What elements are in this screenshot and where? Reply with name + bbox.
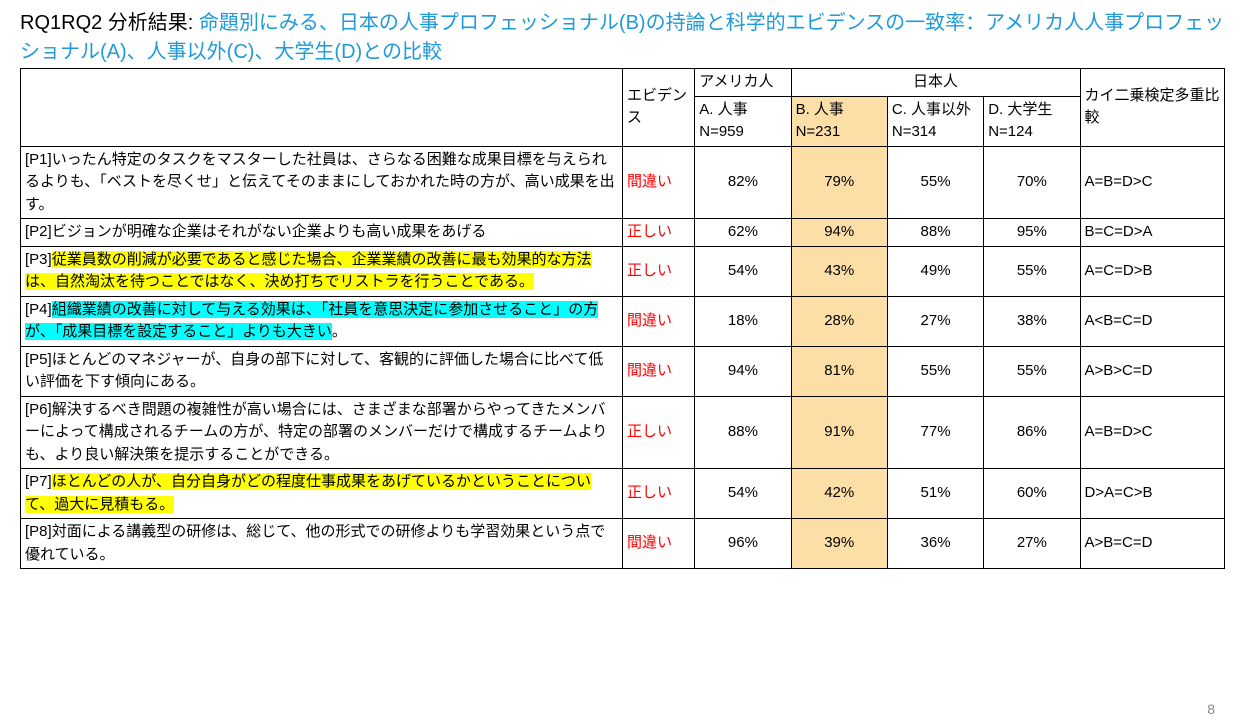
proposition-cell: [P2]ビジョンが明確な企業はそれがない企業よりも高い成果をあげる <box>21 219 623 247</box>
value-d: 86% <box>984 396 1080 469</box>
chi-cell: A=B=D>C <box>1080 396 1225 469</box>
value-d: 60% <box>984 469 1080 519</box>
proposition-id: [P1] <box>25 151 52 168</box>
value-b: 43% <box>791 246 887 296</box>
proposition-id: [P7] <box>25 473 52 490</box>
chi-cell: A=B=D>C <box>1080 146 1225 219</box>
header-col-b: B. 人事 N=231 <box>791 96 887 146</box>
proposition-text: ビジョンが明確な企業はそれがない企業よりも高い成果をあげる <box>52 223 487 240</box>
value-c: 77% <box>887 396 983 469</box>
value-b: 28% <box>791 296 887 346</box>
value-a: 62% <box>695 219 791 247</box>
header-japanese: 日本人 <box>791 69 1080 97</box>
value-d: 38% <box>984 296 1080 346</box>
value-c: 88% <box>887 219 983 247</box>
proposition-id: [P2] <box>25 223 52 240</box>
value-b: 81% <box>791 346 887 396</box>
proposition-id: [P3] <box>25 251 52 268</box>
value-b: 42% <box>791 469 887 519</box>
value-a: 96% <box>695 519 791 569</box>
chi-cell: D>A=C>B <box>1080 469 1225 519</box>
proposition-cell: [P1]いったん特定のタスクをマスターした社員は、さらなる困難な成果目標を与えら… <box>21 146 623 219</box>
value-d: 55% <box>984 246 1080 296</box>
proposition-text: 対面による講義型の研修は、総じて、他の形式での研修よりも学習効果という点で優れて… <box>25 523 605 563</box>
page-number: 8 <box>1207 701 1215 717</box>
table-row: [P8]対面による講義型の研修は、総じて、他の形式での研修よりも学習効果という点… <box>21 519 1225 569</box>
header-col-d: D. 大学生 N=124 <box>984 96 1080 146</box>
proposition-text: 組織業績の改善に対して与える効果は、「社員を意思決定に参加させること」の方が、「… <box>25 301 598 341</box>
header-col-a: A. 人事 N=959 <box>695 96 791 146</box>
value-a: 54% <box>695 246 791 296</box>
table-row: [P1]いったん特定のタスクをマスターした社員は、さらなる困難な成果目標を与えら… <box>21 146 1225 219</box>
evidence-cell: 間違い <box>623 146 695 219</box>
value-c: 55% <box>887 346 983 396</box>
title-main: 命題別にみる、日本の人事プロフェッショナル(B)の持論と科学的エビデンスの一致率… <box>20 12 1224 63</box>
chi-cell: A=C=D>B <box>1080 246 1225 296</box>
value-a: 88% <box>695 396 791 469</box>
table-row: [P2]ビジョンが明確な企業はそれがない企業よりも高い成果をあげる正しい62%9… <box>21 219 1225 247</box>
proposition-trailing: 。 <box>332 323 347 340</box>
header-col-c: C. 人事以外 N=314 <box>887 96 983 146</box>
value-c: 36% <box>887 519 983 569</box>
chi-cell: B=C=D>A <box>1080 219 1225 247</box>
table-body: [P1]いったん特定のタスクをマスターした社員は、さらなる困難な成果目標を与えら… <box>21 146 1225 569</box>
proposition-cell: [P7]ほとんどの人が、自分自身がどの程度仕事成果をあげているかということについ… <box>21 469 623 519</box>
value-a: 94% <box>695 346 791 396</box>
value-d: 70% <box>984 146 1080 219</box>
value-c: 27% <box>887 296 983 346</box>
evidence-cell: 正しい <box>623 469 695 519</box>
proposition-text: ほとんどのマネジャーが、自身の部下に対して、客観的に評価した場合に比べて低い評価… <box>25 351 603 391</box>
evidence-cell: 間違い <box>623 346 695 396</box>
evidence-cell: 間違い <box>623 296 695 346</box>
evidence-cell: 正しい <box>623 219 695 247</box>
value-a: 18% <box>695 296 791 346</box>
chi-cell: A>B>C=D <box>1080 346 1225 396</box>
table-row: [P6]解決するべき問題の複雑性が高い場合には、さまざまな部署からやってきたメン… <box>21 396 1225 469</box>
value-b: 79% <box>791 146 887 219</box>
value-d: 95% <box>984 219 1080 247</box>
value-d: 27% <box>984 519 1080 569</box>
value-c: 55% <box>887 146 983 219</box>
header-american: アメリカ人 <box>695 69 791 97</box>
proposition-id: [P6] <box>25 401 52 418</box>
chi-cell: A>B=C=D <box>1080 519 1225 569</box>
value-d: 55% <box>984 346 1080 396</box>
proposition-text: 解決するべき問題の複雑性が高い場合には、さまざまな部署からやってきたメンバーによ… <box>25 401 607 463</box>
table-row: [P5]ほとんどのマネジャーが、自身の部下に対して、客観的に評価した場合に比べて… <box>21 346 1225 396</box>
table-row: [P4]組織業績の改善に対して与える効果は、「社員を意思決定に参加させること」の… <box>21 296 1225 346</box>
title-prefix: RQ1RQ2 分析結果: <box>20 12 199 34</box>
header-row-1: エビデンス アメリカ人 日本人 カイ二乗検定多重比較 <box>21 69 1225 97</box>
proposition-cell: [P8]対面による講義型の研修は、総じて、他の形式での研修よりも学習効果という点… <box>21 519 623 569</box>
evidence-cell: 正しい <box>623 396 695 469</box>
proposition-id: [P8] <box>25 523 52 540</box>
evidence-cell: 間違い <box>623 519 695 569</box>
value-b: 91% <box>791 396 887 469</box>
proposition-cell: [P3]従業員数の削減が必要であると感じた場合、企業業績の改善に最も効果的な方法… <box>21 246 623 296</box>
header-chi: カイ二乗検定多重比較 <box>1080 69 1225 147</box>
header-blank <box>21 69 623 147</box>
proposition-cell: [P4]組織業績の改善に対して与える効果は、「社員を意思決定に参加させること」の… <box>21 296 623 346</box>
title-block: RQ1RQ2 分析結果: 命題別にみる、日本の人事プロフェッショナル(B)の持論… <box>20 6 1225 64</box>
value-b: 39% <box>791 519 887 569</box>
table-row: [P3]従業員数の削減が必要であると感じた場合、企業業績の改善に最も効果的な方法… <box>21 246 1225 296</box>
proposition-text: 従業員数の削減が必要であると感じた場合、企業業績の改善に最も効果的な方法は、自然… <box>25 251 592 291</box>
value-c: 49% <box>887 246 983 296</box>
evidence-cell: 正しい <box>623 246 695 296</box>
proposition-id: [P4] <box>25 301 52 318</box>
value-c: 51% <box>887 469 983 519</box>
chi-cell: A<B=C=D <box>1080 296 1225 346</box>
proposition-cell: [P5]ほとんどのマネジャーが、自身の部下に対して、客観的に評価した場合に比べて… <box>21 346 623 396</box>
value-a: 82% <box>695 146 791 219</box>
proposition-text: いったん特定のタスクをマスターした社員は、さらなる困難な成果目標を与えられるより… <box>25 151 615 213</box>
analysis-table: エビデンス アメリカ人 日本人 カイ二乗検定多重比較 A. 人事 N=959 B… <box>20 68 1225 569</box>
proposition-id: [P5] <box>25 351 52 368</box>
header-evidence: エビデンス <box>623 69 695 147</box>
proposition-text: ほとんどの人が、自分自身がどの程度仕事成果をあげているかということについて、過大… <box>25 473 591 513</box>
value-a: 54% <box>695 469 791 519</box>
table-row: [P7]ほとんどの人が、自分自身がどの程度仕事成果をあげているかということについ… <box>21 469 1225 519</box>
value-b: 94% <box>791 219 887 247</box>
proposition-cell: [P6]解決するべき問題の複雑性が高い場合には、さまざまな部署からやってきたメン… <box>21 396 623 469</box>
